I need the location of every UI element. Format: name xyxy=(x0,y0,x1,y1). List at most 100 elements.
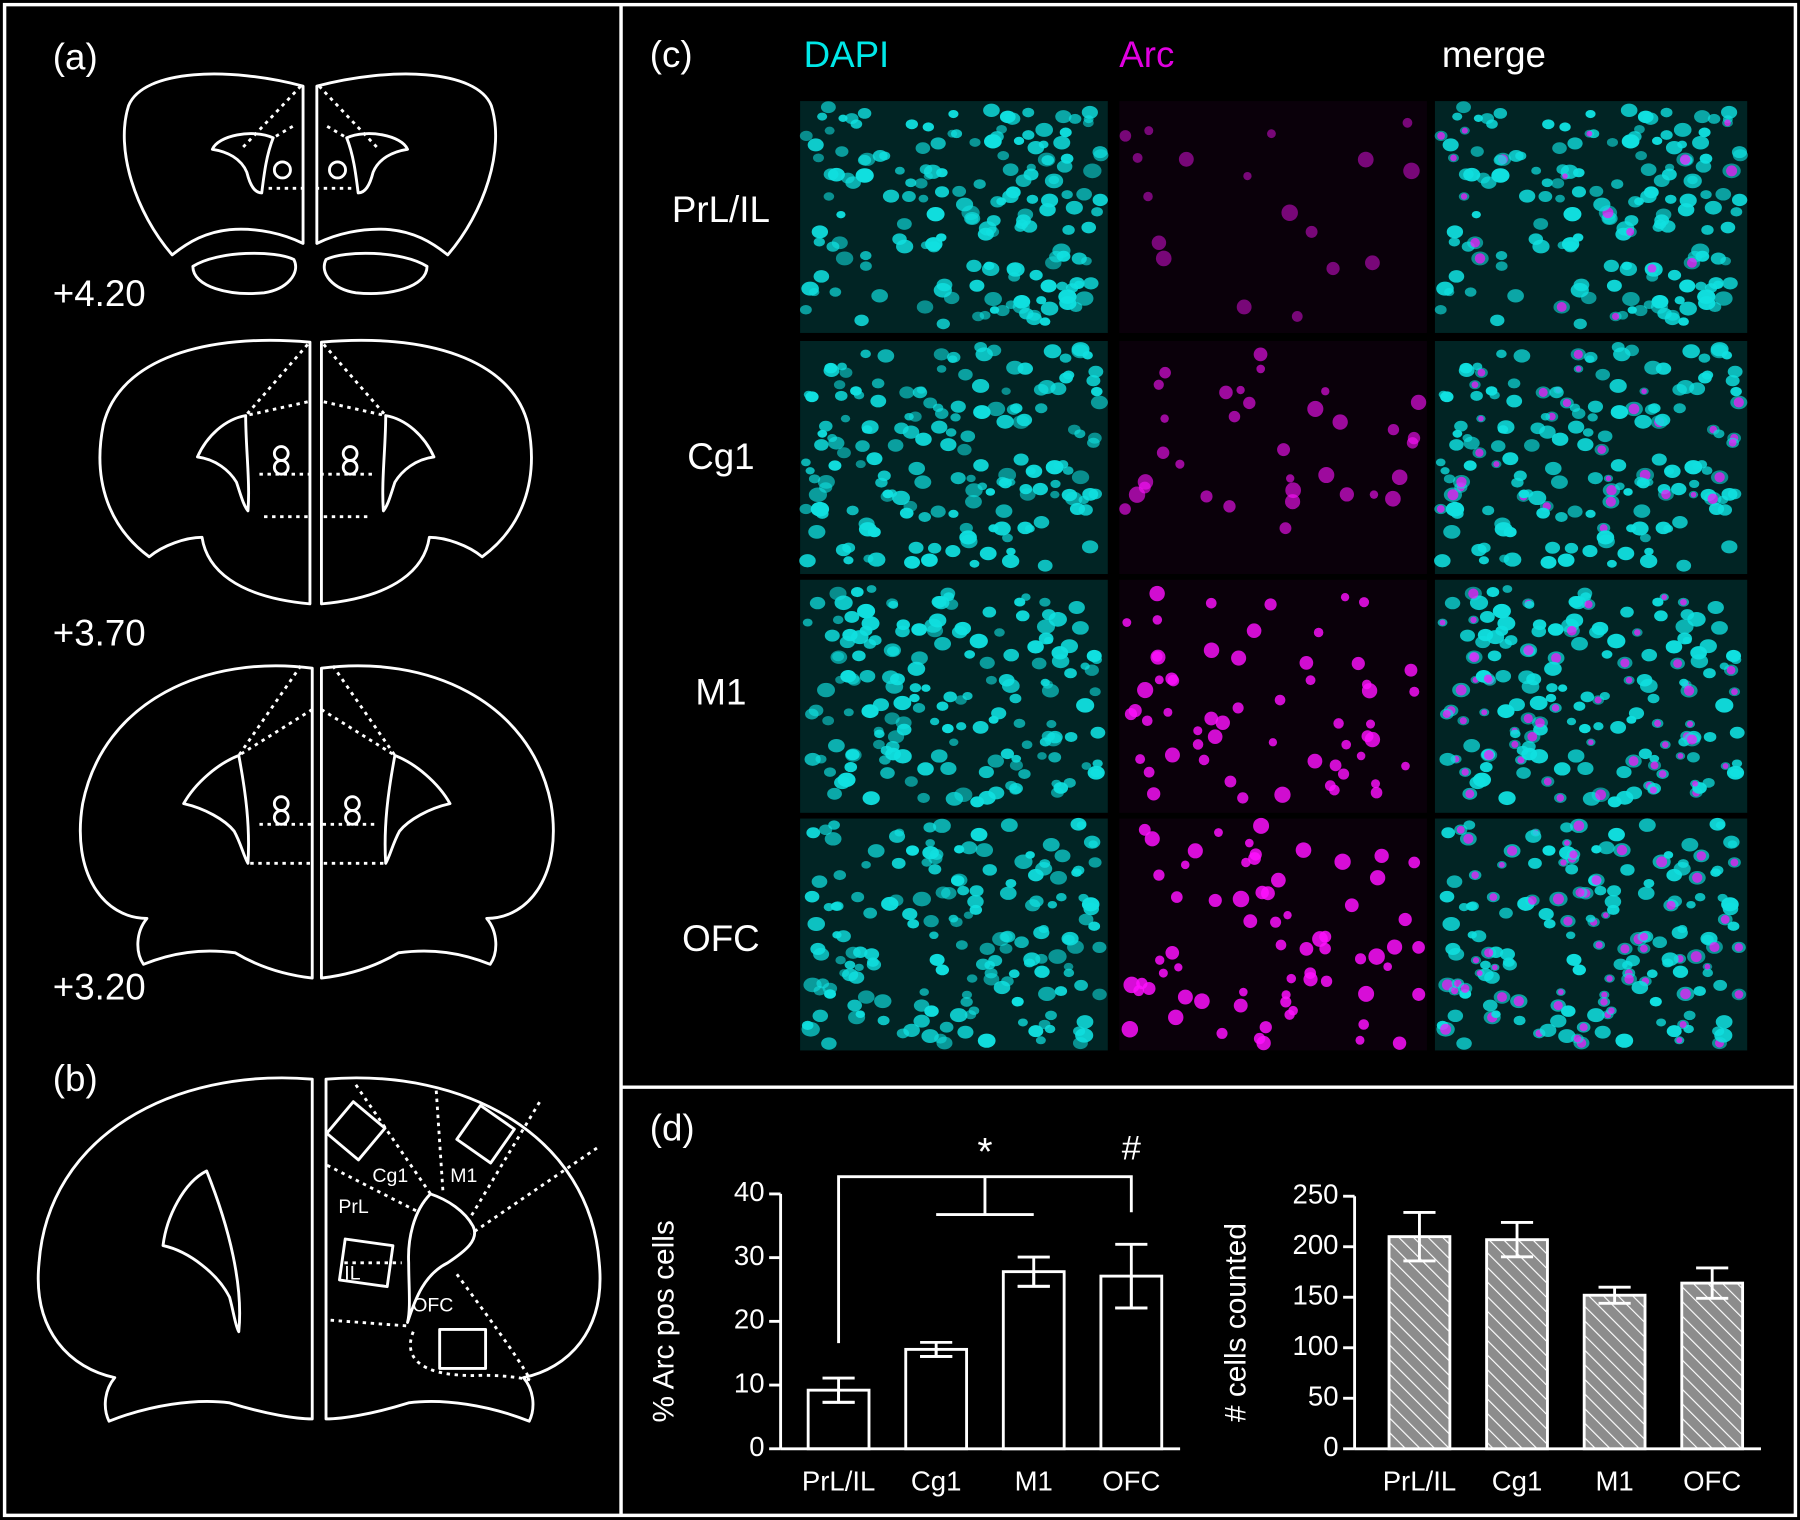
nucleus xyxy=(966,259,982,273)
nucleus xyxy=(1607,633,1626,649)
nucleus xyxy=(957,1025,974,1039)
nucleus xyxy=(1643,879,1655,888)
nucleus xyxy=(828,739,845,753)
nucleus xyxy=(1071,470,1090,485)
nucleus xyxy=(877,470,891,481)
nucleus xyxy=(1640,533,1651,543)
nucleus xyxy=(1444,596,1461,610)
nucleus xyxy=(891,857,906,869)
arc-signal xyxy=(1680,598,1687,606)
nucleus xyxy=(983,103,1000,117)
nucleus xyxy=(971,379,990,393)
arc-signal xyxy=(1620,944,1630,954)
nucleus xyxy=(1727,488,1742,500)
nucleus xyxy=(1456,101,1471,114)
nucleus xyxy=(814,439,829,451)
nucleus xyxy=(1076,1015,1094,1029)
arc-signal xyxy=(1364,731,1381,748)
panel-label: (c) xyxy=(650,34,693,75)
nucleus xyxy=(983,972,1000,986)
arc-signal xyxy=(1406,437,1419,449)
nucleus xyxy=(1697,289,1716,304)
arc-signal xyxy=(1552,893,1564,905)
nucleus xyxy=(952,185,967,197)
nucleus xyxy=(1641,648,1658,662)
nucleus xyxy=(1661,952,1679,967)
nucleus xyxy=(1038,380,1056,395)
nucleus xyxy=(871,378,885,389)
nucleus xyxy=(844,611,860,623)
nucleus xyxy=(1652,597,1664,607)
arc-signal xyxy=(1686,734,1698,745)
nucleus xyxy=(1078,913,1094,926)
nucleus xyxy=(1573,701,1586,711)
nucleus xyxy=(1470,146,1484,157)
arc-signal xyxy=(1357,151,1374,168)
nucleus xyxy=(1709,817,1726,831)
arc-signal xyxy=(1264,598,1277,611)
nucleus xyxy=(1035,1036,1046,1045)
nucleus xyxy=(1666,868,1683,882)
nucleus xyxy=(1070,817,1087,831)
nucleus xyxy=(1634,414,1652,429)
nucleus xyxy=(1025,899,1041,912)
arc-signal xyxy=(1153,869,1165,881)
nucleus xyxy=(1698,353,1711,363)
nucleus xyxy=(1090,726,1106,739)
nucleus xyxy=(1556,164,1569,175)
nucleus xyxy=(804,752,821,766)
arc-signal xyxy=(1471,871,1479,879)
nucleus xyxy=(887,730,905,744)
arc-signal xyxy=(1386,939,1403,955)
nucleus xyxy=(862,791,880,806)
nucleus xyxy=(1059,127,1072,138)
arc-signal xyxy=(1726,165,1738,177)
brain-section xyxy=(36,1076,602,1423)
nucleus xyxy=(985,675,997,685)
nucleus xyxy=(1580,691,1595,703)
nucleus xyxy=(1063,968,1075,978)
nucleus xyxy=(977,1033,996,1048)
nucleus xyxy=(1707,113,1721,124)
nucleus xyxy=(1613,958,1628,970)
nucleus xyxy=(926,624,944,638)
nucleus xyxy=(1491,168,1510,183)
nucleus xyxy=(821,1037,837,1050)
nucleus xyxy=(882,189,900,203)
nucleus xyxy=(1039,859,1051,868)
arc-signal xyxy=(1124,707,1138,721)
arc-signal xyxy=(1450,154,1457,162)
nucleus xyxy=(817,682,836,698)
nucleus xyxy=(1482,999,1498,1012)
nucleus xyxy=(1617,546,1635,561)
nucleus xyxy=(1665,141,1683,155)
nucleus xyxy=(1000,818,1018,832)
nucleus xyxy=(936,701,949,711)
nucleus xyxy=(945,545,961,558)
nucleus xyxy=(1454,420,1468,432)
nucleus xyxy=(1494,517,1511,531)
nucleus xyxy=(1487,650,1502,662)
x-tick-label: Cg1 xyxy=(1492,1465,1543,1496)
arc-signal xyxy=(1153,379,1164,390)
nucleus xyxy=(1443,524,1461,539)
nucleus xyxy=(892,490,910,506)
nucleus xyxy=(963,911,974,919)
nucleus xyxy=(925,839,935,847)
arc-signal xyxy=(1332,414,1348,430)
nucleus xyxy=(1607,885,1622,897)
arc-signal xyxy=(1333,718,1344,729)
nucleus xyxy=(1572,964,1586,976)
nucleus xyxy=(1087,437,1100,448)
nucleus xyxy=(1480,113,1495,124)
nucleus xyxy=(1577,762,1594,775)
nucleus xyxy=(836,210,846,219)
nucleus xyxy=(1027,141,1045,155)
nucleus xyxy=(1513,349,1531,363)
nucleus xyxy=(894,166,905,175)
arc-signal xyxy=(1403,162,1420,180)
nucleus xyxy=(1021,593,1031,601)
nucleus xyxy=(828,436,845,450)
nucleus xyxy=(1463,460,1477,471)
nucleus xyxy=(845,946,861,959)
